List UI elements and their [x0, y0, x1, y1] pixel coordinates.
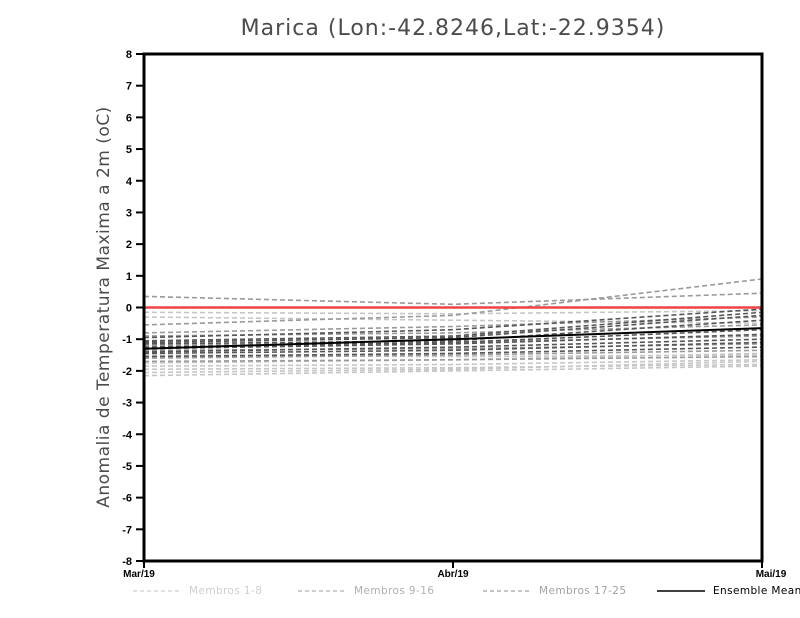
member-line-22 [143, 333, 763, 350]
member-line-19 [143, 314, 763, 344]
legend-dashed-line-sample [298, 590, 346, 592]
member-line-5 [143, 359, 763, 367]
tick-label: -6 [122, 493, 132, 505]
legend-item-membros-9-16: Membros 9-16 [298, 585, 434, 597]
tick-label: 7 [126, 81, 132, 93]
member-line-7 [143, 360, 763, 374]
legend-label: Ensemble Mean [713, 585, 800, 597]
member-line-18 [143, 311, 763, 342]
legend-label: Membros 17-25 [539, 585, 627, 597]
member-line-6 [143, 363, 763, 371]
member-line-17 [143, 308, 763, 339]
member-line-23 [143, 338, 763, 353]
tick-label: -2 [122, 366, 132, 378]
member-line-20 [143, 319, 763, 345]
member-line-1 [143, 309, 763, 315]
member-line-8 [143, 365, 763, 377]
tick-label: 4 [126, 176, 133, 188]
tick-label: -5 [122, 461, 132, 473]
tick-label: 1 [126, 271, 132, 283]
member-line-15 [143, 349, 763, 359]
tick-label: -3 [122, 398, 132, 410]
member-line-16 [143, 355, 763, 363]
tick-label: -8 [122, 556, 132, 568]
legend-item-membros-1-8: Membros 1-8 [133, 585, 262, 597]
tick-label: -1 [122, 334, 132, 346]
member-line-10 [143, 278, 763, 326]
tick-label: -7 [122, 524, 132, 536]
tick-label: 5 [126, 144, 132, 156]
ensemble-mean [143, 327, 763, 350]
legend-label: Membros 9-16 [354, 585, 435, 597]
member-line-21 [143, 328, 763, 348]
chart-title: Marica (Lon:-42.8246,Lat:-22.9354) [240, 16, 666, 41]
tick-label: Mai/19 [756, 569, 787, 580]
legend-solid-line-sample [657, 590, 705, 592]
member-line-24 [143, 341, 763, 355]
legend-item-ensemble-mean: Ensemble Mean [657, 585, 800, 597]
tick-label: 6 [126, 112, 132, 124]
member-line-9 [143, 292, 763, 306]
tick-label: 0 [126, 303, 132, 315]
tick-label: 2 [126, 239, 132, 251]
tick-label: -4 [122, 429, 133, 441]
legend: Membros 1-8 Membros 9-16 Membros 17-25 Ense… [0, 585, 800, 603]
legend-label: Membros 1-8 [189, 585, 263, 597]
legend-dashed-line-sample [133, 590, 181, 592]
ensemble-mean-line [143, 327, 763, 350]
tick-label: Abr/19 [437, 569, 469, 580]
member-line-4 [143, 352, 763, 364]
tick-label: 3 [126, 207, 132, 219]
member-line-25 [143, 346, 763, 358]
member-lines [143, 278, 763, 377]
tick-label: Mar/19 [123, 569, 155, 580]
legend-dashed-line-sample [483, 590, 531, 592]
legend-item-membros-17-25: Membros 17-25 [483, 585, 626, 597]
tick-label: 8 [126, 49, 132, 61]
